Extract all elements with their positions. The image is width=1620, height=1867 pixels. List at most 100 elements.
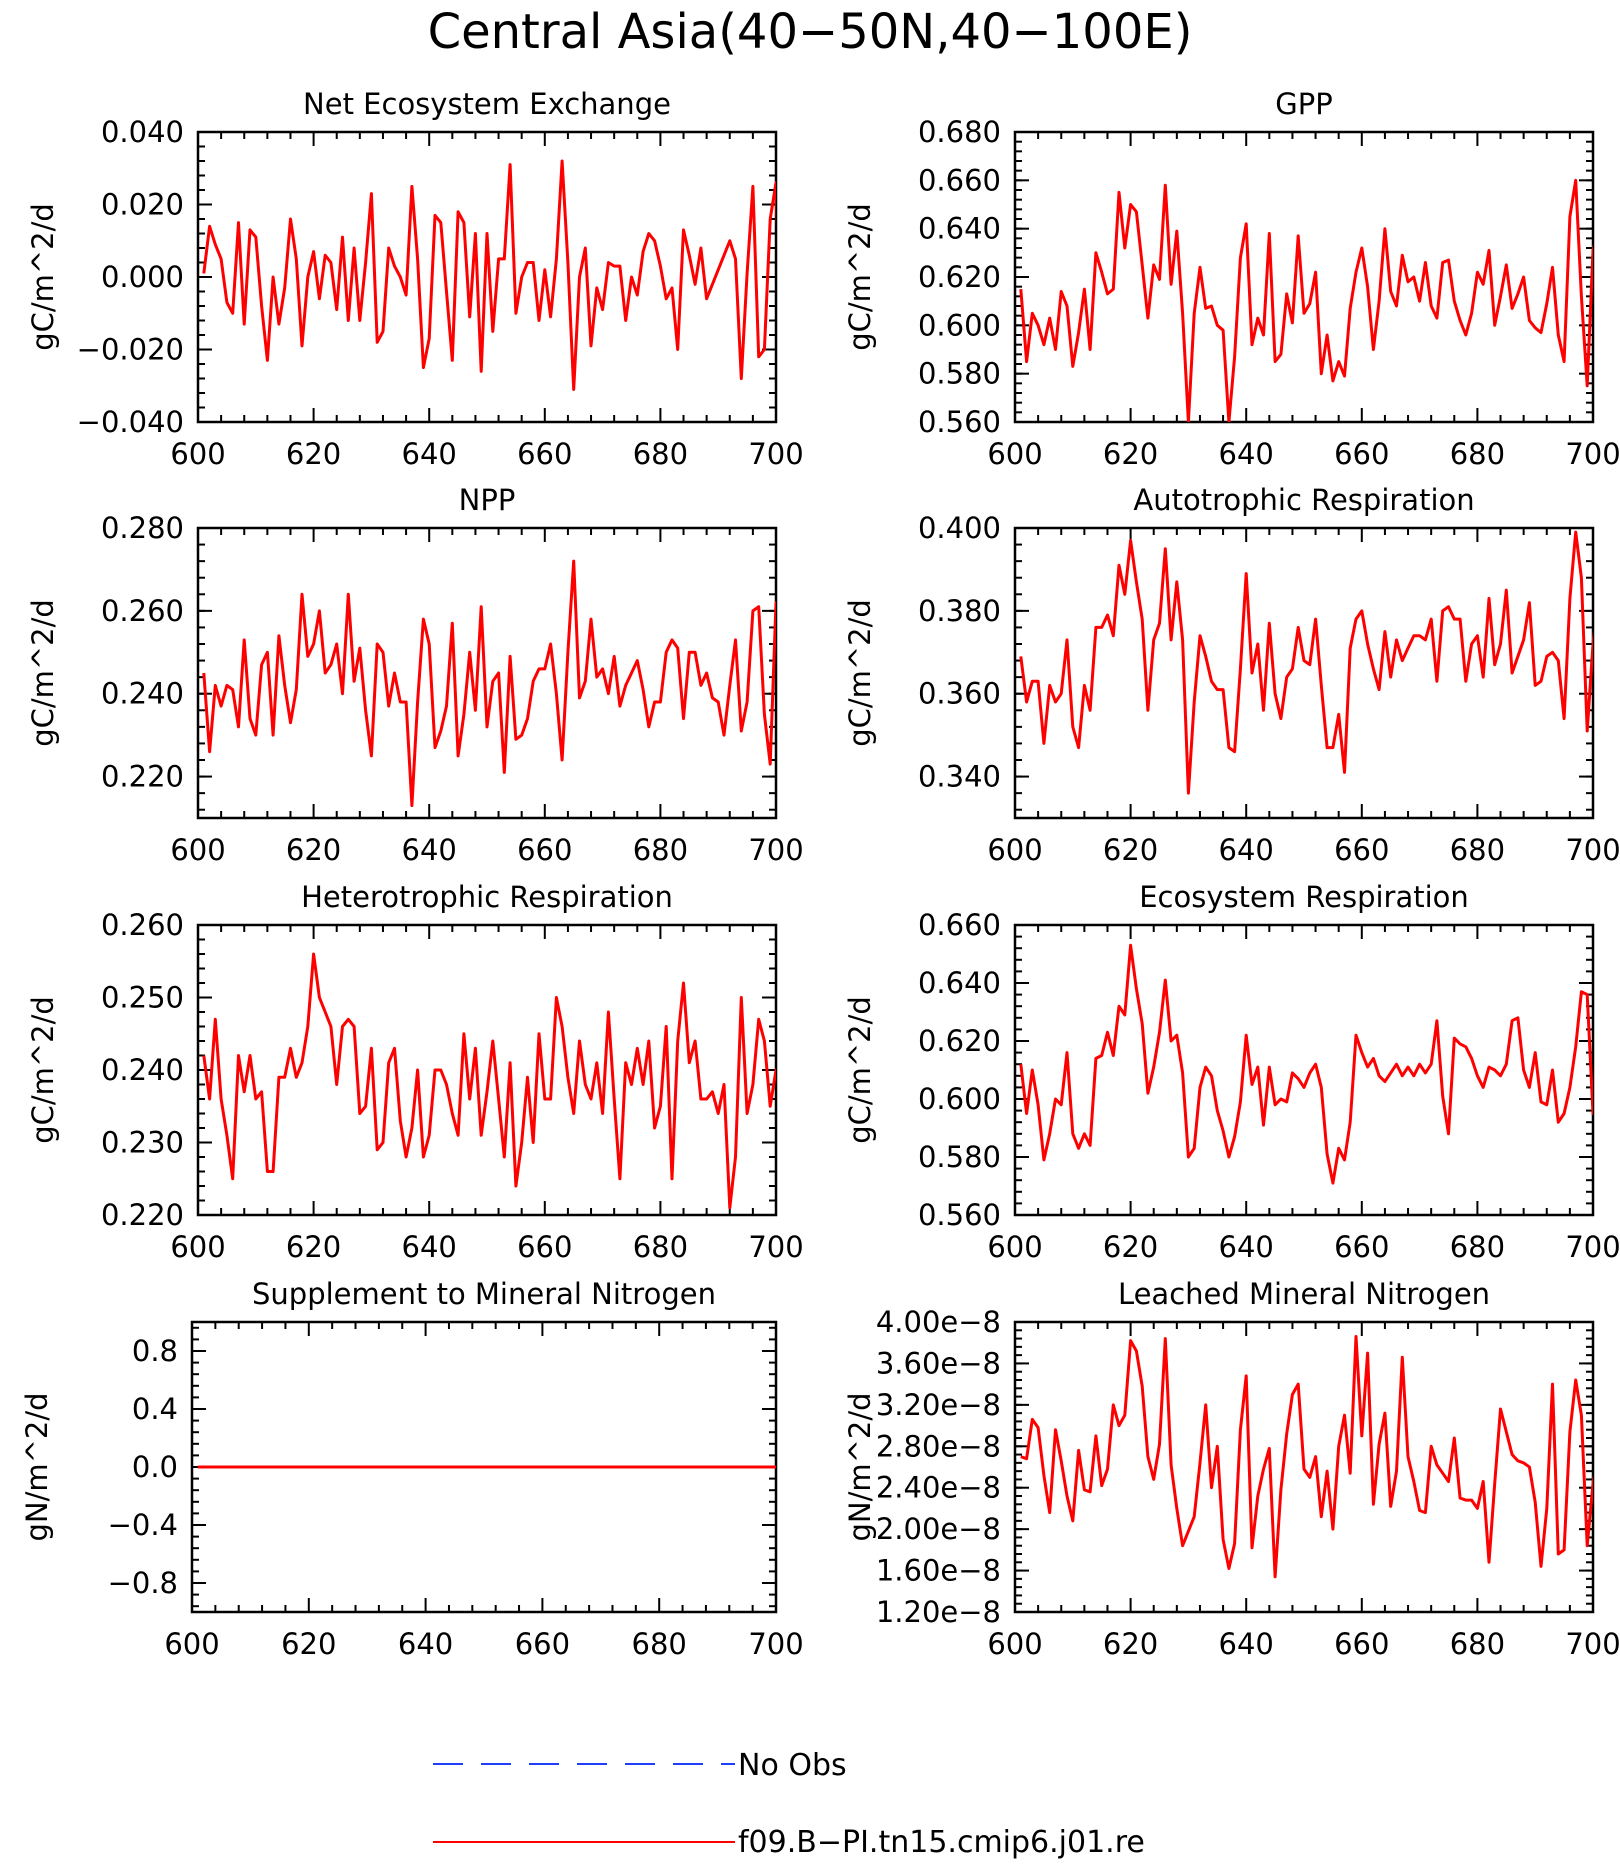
- panel-7: Supplement to Mineral Nitrogen gN/m^2/d 60…: [20, 1277, 804, 1661]
- x-tick-label: 640: [402, 833, 457, 867]
- x-tick-label: 620: [1103, 1230, 1158, 1264]
- y-tick-label: 0.620: [918, 260, 1001, 294]
- y-tick-label: 2.00e−8: [876, 1512, 1001, 1546]
- x-tick-label: 700: [748, 1627, 803, 1661]
- x-tick-label: 680: [633, 1230, 688, 1264]
- x-tick-label: 700: [748, 437, 803, 471]
- legend: No Obs f09.B−PI.tn15.cmip6.j01.re: [433, 1748, 1145, 1860]
- y-tick-label: 0.600: [918, 308, 1001, 342]
- x-tick-label: 660: [1334, 1627, 1389, 1661]
- panel-2: GPP gC/m^2/d 600 620 640 660 680 700 0.560 0.580 0…: [843, 87, 1620, 471]
- series-line: [202, 559, 776, 808]
- x-tick-label: 620: [1103, 833, 1158, 867]
- x-tick-label: 600: [987, 437, 1042, 471]
- x-tick-label: 660: [517, 437, 572, 471]
- y-tick-label: 0.580: [918, 357, 1001, 391]
- y-tick-label: 0.680: [918, 115, 1001, 149]
- y-tick-label: 2.40e−8: [876, 1471, 1001, 1505]
- panel-5: Heterotrophic Respiration gC/m^2/d 600 620 6…: [26, 880, 804, 1264]
- y-tick-label: 0.380: [918, 594, 1001, 628]
- series-line: [202, 952, 776, 1210]
- y-tick-label: 0.230: [101, 1126, 184, 1160]
- y-tick-label: 0.360: [918, 677, 1001, 711]
- x-tick-label: 700: [1565, 833, 1620, 867]
- series-line: [1019, 178, 1593, 422]
- x-tick-label: 660: [515, 1627, 570, 1661]
- panel-title: Heterotrophic Respiration: [301, 880, 673, 914]
- x-tick-label: 600: [170, 1230, 225, 1264]
- y-tick-label: 0.580: [918, 1140, 1001, 1174]
- x-tick-label: 660: [1334, 1230, 1389, 1264]
- x-tick-label: 680: [633, 833, 688, 867]
- y-axis-label: gC/m^2/d: [843, 996, 877, 1144]
- y-axis-label: gN/m^2/d: [20, 1392, 54, 1541]
- x-tick-label: 680: [1450, 833, 1505, 867]
- y-axis-label: gC/m^2/d: [843, 203, 877, 351]
- y-tick-label: 0.000: [101, 260, 184, 294]
- x-tick-label: 640: [1219, 1627, 1274, 1661]
- figure-title: Central Asia(40−50N,40−100E): [428, 4, 1193, 60]
- y-tick-label: −0.8: [108, 1566, 178, 1600]
- x-tick-label: 660: [1334, 833, 1389, 867]
- panel-title: NPP: [459, 483, 516, 517]
- x-tick-label: 680: [632, 1627, 687, 1661]
- x-tick-label: 700: [1565, 1230, 1620, 1264]
- y-tick-label: 3.20e−8: [876, 1388, 1001, 1422]
- y-tick-label: 3.60e−8: [876, 1346, 1001, 1380]
- y-axis-label: gC/m^2/d: [26, 996, 60, 1144]
- x-tick-label: 700: [1565, 437, 1620, 471]
- x-tick-label: 620: [1103, 437, 1158, 471]
- panel-title: Autotrophic Respiration: [1133, 483, 1474, 517]
- y-tick-label: 0.400: [918, 511, 1001, 545]
- y-tick-label: 2.80e−8: [876, 1429, 1001, 1463]
- panel-title: Leached Mineral Nitrogen: [1118, 1277, 1490, 1311]
- y-tick-label: −0.020: [77, 333, 184, 367]
- x-tick-label: 680: [633, 437, 688, 471]
- y-tick-label: 0.560: [918, 1198, 1001, 1232]
- y-tick-label: 0.250: [101, 981, 184, 1015]
- y-axis-label: gC/m^2/d: [26, 599, 60, 747]
- x-tick-label: 640: [402, 1230, 457, 1264]
- y-tick-label: 0.280: [101, 511, 184, 545]
- plot-frame: [1013, 1320, 1595, 1614]
- y-tick-label: 0.340: [918, 760, 1001, 794]
- y-tick-label: 0.620: [918, 1024, 1001, 1058]
- y-tick-label: 0.660: [918, 908, 1001, 942]
- x-tick-label: 620: [286, 437, 341, 471]
- y-tick-label: 0.660: [918, 163, 1001, 197]
- y-tick-label: 0.020: [101, 188, 184, 222]
- y-tick-label: 0.040: [101, 115, 184, 149]
- x-tick-label: 600: [170, 437, 225, 471]
- x-tick-label: 620: [286, 833, 341, 867]
- y-tick-label: 0.640: [918, 966, 1001, 1000]
- legend-label-no-obs: No Obs: [738, 1748, 847, 1783]
- y-axis-label: gC/m^2/d: [26, 203, 60, 351]
- x-tick-label: 620: [286, 1230, 341, 1264]
- y-tick-label: 0.220: [101, 1198, 184, 1232]
- x-tick-label: 680: [1450, 1230, 1505, 1264]
- x-tick-label: 600: [170, 833, 225, 867]
- x-tick-label: 620: [1103, 1627, 1158, 1661]
- x-tick-label: 640: [1219, 1230, 1274, 1264]
- x-tick-label: 600: [164, 1627, 219, 1661]
- y-tick-label: 0.640: [918, 212, 1001, 246]
- x-tick-label: 640: [1219, 437, 1274, 471]
- x-tick-label: 700: [1565, 1627, 1620, 1661]
- legend-label-model-run: f09.B−PI.tn15.cmip6.j01.re: [738, 1825, 1145, 1860]
- panel-title: Ecosystem Respiration: [1139, 880, 1469, 914]
- x-tick-label: 700: [748, 833, 803, 867]
- y-tick-label: 0.0: [132, 1450, 178, 1484]
- series-line: [1020, 1335, 1593, 1579]
- y-tick-label: 1.60e−8: [876, 1554, 1001, 1588]
- y-tick-label: 0.240: [101, 1053, 184, 1087]
- panel-3: NPP gC/m^2/d 600 620 640 660 680 700 0.220 0.240 0…: [26, 483, 804, 867]
- x-tick-label: 600: [987, 833, 1042, 867]
- x-tick-label: 640: [402, 437, 457, 471]
- panel-8: Leached Mineral Nitrogen gN/m^2/d 600 620 64…: [843, 1277, 1620, 1661]
- y-tick-label: 4.00e−8: [876, 1305, 1001, 1339]
- x-tick-label: 600: [987, 1230, 1042, 1264]
- x-tick-label: 640: [1219, 833, 1274, 867]
- x-tick-label: 660: [517, 1230, 572, 1264]
- y-tick-label: 0.260: [101, 594, 184, 628]
- plot-frame: [196, 526, 778, 820]
